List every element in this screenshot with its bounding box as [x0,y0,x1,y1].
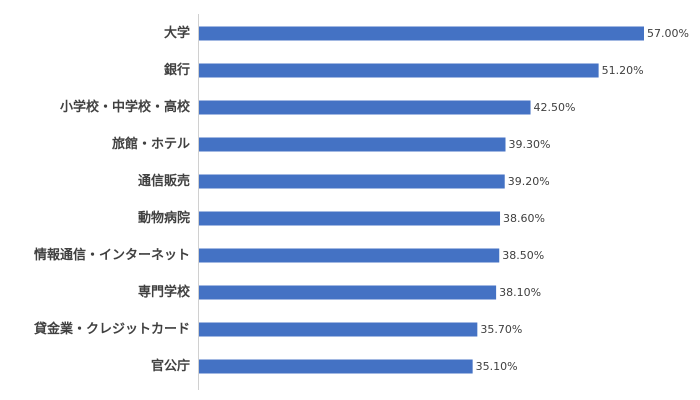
bar-7 [199,285,497,300]
category-label-9: 官公庁 [151,358,190,374]
bar-8 [199,322,478,337]
value-label-9: 35.10% [476,360,518,373]
value-labels-group: 57.00% 51.20% 42.50% 39.30% 39.20% 38.60% 38.5… [476,27,689,373]
category-label-0: 大学 [164,25,190,41]
value-label-1: 51.20% [602,64,644,77]
value-label-5: 38.60% [503,212,545,225]
category-label-6: 情報通信・インターネット [34,247,190,263]
value-label-0: 57.00% [647,27,689,40]
category-labels-group: 大学銀行小学校・中学校・高校旅館・ホテル通信販売動物病院情報通信・インターネット… [34,25,191,374]
bars-group [199,26,644,374]
bar-6 [199,248,500,263]
category-label-2: 小学校・中学校・高校 [60,99,191,115]
category-label-8: 貸金業・クレジットカード [34,321,190,337]
category-label-7: 専門学校 [138,284,191,300]
bar-3 [199,137,506,152]
value-label-4: 39.20% [508,175,550,188]
category-label-5: 動物病院 [138,210,190,226]
bar-2 [199,100,531,115]
bar-4 [199,174,505,189]
category-label-1: 銀行 [164,62,190,78]
bar-9 [199,359,473,374]
bar-5 [199,211,501,226]
category-label-4: 通信販売 [138,173,190,189]
value-label-3: 39.30% [509,138,551,151]
value-label-7: 38.10% [499,286,541,299]
value-label-8: 35.70% [480,323,522,336]
bar-1 [199,63,599,78]
bar-0 [199,26,644,41]
value-label-6: 38.50% [502,249,544,262]
value-label-2: 42.50% [534,101,576,114]
category-label-3: 旅館・ホテル [112,136,190,152]
